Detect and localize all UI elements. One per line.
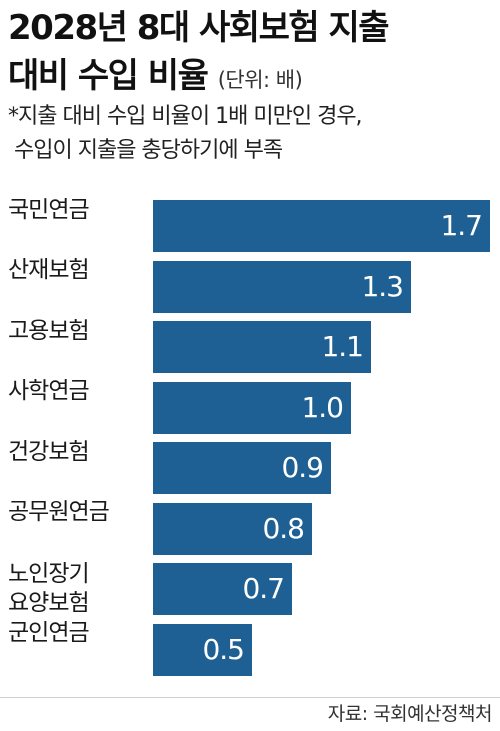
bar <box>153 563 292 615</box>
title-line-2: 대비 수입 비율 (단위: 배) <box>8 52 496 104</box>
chart-title: 2028년 8대 사회보험 지출 대비 수입 비율 (단위: 배) <box>8 4 496 104</box>
note-line-2: 수입이 지출을 충당하기에 부족 <box>14 138 283 163</box>
category-label: 산재보험 <box>8 257 90 283</box>
source-credit: 자료: 국회예산정책처 <box>327 703 493 725</box>
bar-value-label: 1.3 <box>361 269 404 303</box>
category-label: 요양보험 <box>8 590 90 616</box>
category-label: 고용보험 <box>8 317 90 344</box>
category-label: 국민연금 <box>8 196 90 223</box>
chart-footnote: *지출 대비 수입 비율이 1배 미만인 경우, 수입이 지출을 충당하기에 부… <box>8 100 498 168</box>
bar-value-label: 0.5 <box>202 632 245 666</box>
bar <box>153 442 331 494</box>
source-divider <box>0 697 500 698</box>
title-line-1: 2028년 8대 사회보험 지출 <box>8 8 390 48</box>
bar-chart: 1.7 국민연금 1.3 산재보험 1.1 고용보험 1.0 사학연금 0.9 건강보험 0.8 공무… <box>0 190 500 690</box>
note-line-1: *지출 대비 수입 비율이 1배 미만인 경우, <box>8 104 363 129</box>
category-label: 건강보험 <box>8 438 90 465</box>
bar <box>153 321 371 373</box>
category-label: 사학연금 <box>8 378 90 404</box>
title-main-text: 대비 수입 비율 <box>8 56 209 96</box>
bar-value-label: 0.9 <box>281 451 324 484</box>
bar-value-label: 0.7 <box>242 572 285 605</box>
bar-value-label: 1.7 <box>440 209 483 242</box>
unit-label: (단위: 배) <box>217 68 303 92</box>
category-label: 노인장기 <box>8 561 90 587</box>
bar-value-label: 1.1 <box>321 330 364 363</box>
bar <box>153 623 252 676</box>
bar-value-label: 1.0 <box>301 390 344 424</box>
bar-value-label: 0.8 <box>262 511 305 545</box>
bar <box>153 200 490 252</box>
bar <box>153 381 351 434</box>
bar <box>153 502 312 555</box>
bar <box>153 260 411 313</box>
category-label: 군인연금 <box>8 620 90 646</box>
category-label: 공무원연금 <box>8 499 110 525</box>
